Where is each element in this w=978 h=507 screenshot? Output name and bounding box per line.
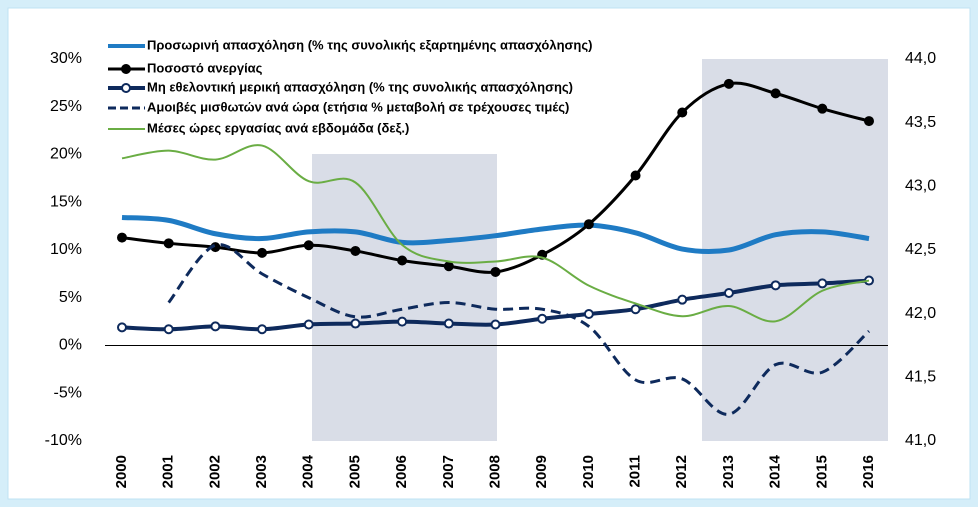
x-tick-label: 2016 <box>860 455 877 488</box>
y-tick-label: 5% <box>59 289 82 306</box>
y-tick-label: -5% <box>54 384 82 401</box>
y2-tick-label: 43,0 <box>905 178 936 195</box>
x-tick-label: 2004 <box>300 454 317 488</box>
point <box>350 245 361 256</box>
legend-marker <box>121 83 131 93</box>
x-tick-label: 2014 <box>767 454 784 488</box>
axes: -10% -5% 0% 5% 10% 15% 20% 25% 30% 41,0 41,5 42,0 42… <box>45 50 937 488</box>
point <box>257 247 268 258</box>
point <box>817 278 828 289</box>
point <box>864 116 874 127</box>
x-tick-label: 2005 <box>346 455 363 488</box>
point <box>163 324 174 335</box>
x-tick-label: 2012 <box>673 455 690 488</box>
point <box>770 88 781 99</box>
point <box>443 318 454 329</box>
shaded-period <box>312 154 497 441</box>
y2-tick-label: 41,0 <box>905 432 936 449</box>
point <box>443 261 454 272</box>
series-line <box>167 243 871 416</box>
point <box>677 107 688 118</box>
series-line <box>121 144 870 323</box>
point <box>117 232 127 243</box>
point <box>583 308 594 319</box>
point <box>350 318 361 329</box>
x-tick-label: 2009 <box>533 455 550 488</box>
y-tick-label: 15% <box>50 193 82 210</box>
y-tick-label: 10% <box>50 241 82 258</box>
y2-tick-label: 44,0 <box>905 50 936 67</box>
point <box>490 266 501 277</box>
point <box>630 170 641 181</box>
x-tick-label: 2015 <box>813 455 830 488</box>
legend-label: Ποσοστό ανεργίας <box>147 60 263 75</box>
point <box>303 319 314 330</box>
x-tick-label: 2013 <box>720 455 737 488</box>
x-tick-label: 2002 <box>206 455 223 488</box>
point <box>770 280 781 291</box>
x-tick-label: 2000 <box>113 455 130 488</box>
point <box>723 287 734 298</box>
point <box>537 313 548 324</box>
point <box>257 324 268 335</box>
x-tick-label: 2007 <box>440 455 457 488</box>
point <box>677 294 688 305</box>
legend-marker <box>121 64 131 74</box>
x-tick-label: 2001 <box>160 455 177 488</box>
point <box>490 319 501 330</box>
point <box>397 316 408 327</box>
point <box>817 103 828 114</box>
y-tick-label: -10% <box>45 432 82 449</box>
point <box>163 238 174 249</box>
point <box>303 240 314 251</box>
x-tick-label: 2006 <box>393 455 410 488</box>
y2-tick-label: 41,5 <box>905 369 936 386</box>
x-tick-label: 2010 <box>580 455 597 488</box>
legend-label: Μέσες ώρες εργασίας ανά εβδομάδα (δεξ.) <box>147 120 409 135</box>
y2-tick-label: 43,5 <box>905 114 936 131</box>
point <box>397 255 408 266</box>
lines <box>117 78 874 416</box>
series-line <box>121 215 870 255</box>
legend: Προσωρινή απασχόληση (% της συνολικής εξ… <box>108 37 592 135</box>
point <box>723 78 734 89</box>
y-tick-label: 25% <box>50 98 82 115</box>
y2-tick-label: 42,0 <box>905 305 936 322</box>
y-tick-label: 20% <box>50 146 82 163</box>
legend-label: Μη εθελοντική μερική απασχόληση (% της σ… <box>147 79 573 94</box>
point <box>117 322 127 333</box>
point <box>583 219 594 230</box>
legend-label: Προσωρινή απασχόληση (% της συνολικής εξ… <box>147 37 592 52</box>
point <box>630 304 641 315</box>
x-tick-label: 2008 <box>486 455 503 488</box>
y2-tick-label: 42,5 <box>905 241 936 258</box>
legend-label: Αμοιβές μισθωτών ανά ώρα (ετήσια % μεταβ… <box>147 99 569 114</box>
y-tick-label: 30% <box>50 50 82 67</box>
point <box>210 321 221 332</box>
x-tick-label: 2011 <box>627 455 644 488</box>
x-tick-label: 2003 <box>253 455 270 488</box>
y-tick-label: 0% <box>59 337 82 354</box>
